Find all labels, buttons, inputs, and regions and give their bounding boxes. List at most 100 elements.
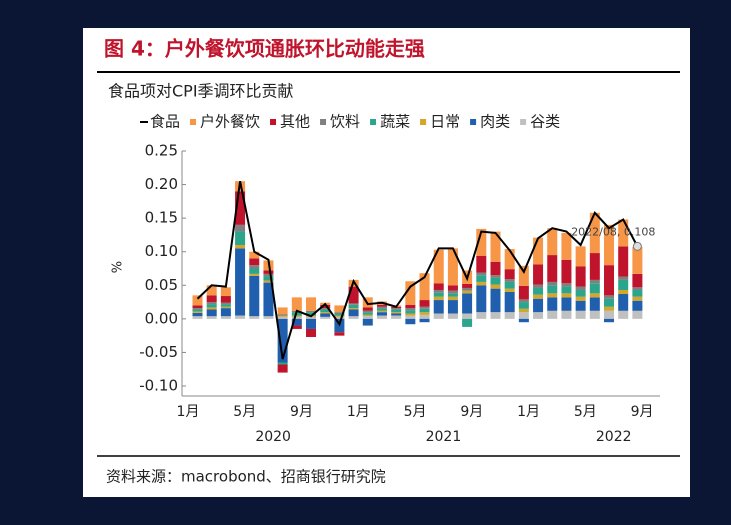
bar-segment	[291, 318, 302, 326]
bar-segment	[220, 316, 231, 319]
bar-segment	[533, 264, 544, 285]
bar-segment	[348, 304, 359, 309]
bar-segment	[277, 362, 288, 365]
bar-segment	[206, 304, 217, 308]
bar-segment	[376, 308, 387, 311]
bar-segment	[632, 287, 643, 290]
x-tick-label: 9月	[460, 404, 483, 420]
bar-segment	[433, 300, 444, 314]
bar-segment	[419, 306, 430, 309]
bar-segment	[235, 191, 246, 225]
bar-segment	[220, 287, 231, 297]
bar-segment	[447, 285, 458, 291]
bar-segment	[249, 258, 260, 266]
bar-segment	[618, 289, 629, 295]
bar-segment	[320, 308, 331, 310]
bar-segment	[277, 307, 288, 315]
bar-segment	[547, 255, 558, 282]
bar-segment	[192, 311, 203, 313]
bar-segment	[447, 300, 458, 314]
bar-segment	[476, 312, 487, 319]
bar-segment	[447, 248, 458, 286]
bar-segment	[504, 269, 515, 280]
figure-title: 图 4：户外餐饮项通胀环比动能走强	[104, 37, 425, 61]
bar-segment	[447, 293, 458, 297]
bar-segment	[518, 308, 529, 313]
legend-swatch	[370, 119, 377, 125]
bar-segment	[419, 312, 430, 315]
bar-segment	[547, 228, 558, 256]
bar-segment	[206, 309, 217, 317]
bar-segment	[376, 304, 387, 307]
year-label: 2021	[426, 429, 462, 445]
bar-segment	[561, 283, 572, 287]
bar-segment	[348, 316, 359, 319]
bar-segment	[632, 300, 643, 311]
legend-label: 肉类	[480, 113, 510, 131]
bar-segment	[604, 306, 615, 311]
bar-segment	[220, 304, 231, 307]
bar-segment	[632, 296, 643, 301]
bar-segment	[547, 281, 558, 286]
bar-segment	[419, 314, 430, 319]
y-label: %	[111, 261, 126, 273]
bar-segment	[504, 279, 515, 282]
bar-segment	[320, 312, 331, 314]
bar-segment	[490, 261, 501, 276]
bar-segment	[533, 312, 544, 319]
chart-title: 食品项对CPI季调环比贡献	[108, 82, 294, 101]
y-tick-label: 0.10	[145, 242, 178, 260]
bar-segment	[206, 302, 217, 305]
bar-segment	[362, 307, 373, 311]
bar-segment	[604, 318, 615, 323]
bar-segment	[604, 295, 615, 299]
bar-segment	[561, 310, 572, 319]
bar-segment	[533, 284, 544, 288]
bar-segment	[632, 247, 643, 274]
x-tick-label: 1月	[517, 404, 540, 420]
bar-segment	[192, 308, 203, 310]
bar-segment	[433, 296, 444, 301]
bar-segment	[490, 288, 501, 313]
bar-segment	[220, 306, 231, 309]
bar-segment	[192, 316, 203, 319]
bar-segment	[277, 316, 288, 319]
bar-segment	[433, 283, 444, 290]
bar-segment	[376, 310, 387, 313]
annotation: 2022/08, 0.108	[571, 225, 655, 238]
legend-swatch	[470, 119, 477, 125]
bar-segment	[391, 308, 402, 310]
bar-segment	[306, 318, 317, 329]
bar-segment	[376, 315, 387, 319]
bar-segment	[263, 276, 274, 281]
bar-segment	[575, 300, 586, 311]
bar-segment	[277, 364, 288, 373]
bar-segment	[589, 212, 600, 254]
bar-segment	[362, 314, 373, 317]
bar-segment	[533, 298, 544, 313]
x-tick-label: 5月	[404, 404, 427, 420]
y-tick-label: 0.05	[145, 276, 178, 294]
bar-segment	[348, 309, 359, 317]
bar-segment	[263, 270, 274, 274]
x-tick-label: 1月	[177, 404, 200, 420]
bar-segment	[235, 245, 246, 249]
bar-segment	[320, 313, 331, 317]
y-tick-label: 0.25	[145, 142, 178, 160]
bar-segment	[504, 288, 515, 292]
bar-segment	[604, 298, 615, 307]
bar-segment	[362, 318, 373, 326]
bar-segment	[249, 251, 260, 259]
bar-segment	[362, 312, 373, 315]
bar-segment	[249, 275, 260, 317]
bar-segment	[334, 305, 345, 313]
bar-segment	[249, 265, 260, 269]
bar-segment	[306, 312, 317, 316]
bar-segment	[518, 299, 529, 303]
y-tick-label: -0.10	[139, 377, 178, 395]
legend-label: 饮料	[330, 113, 360, 131]
bar-segment	[291, 297, 302, 311]
bar-segment	[561, 259, 572, 284]
x-tick-label: 9月	[290, 404, 313, 420]
bar-segment	[504, 292, 515, 313]
